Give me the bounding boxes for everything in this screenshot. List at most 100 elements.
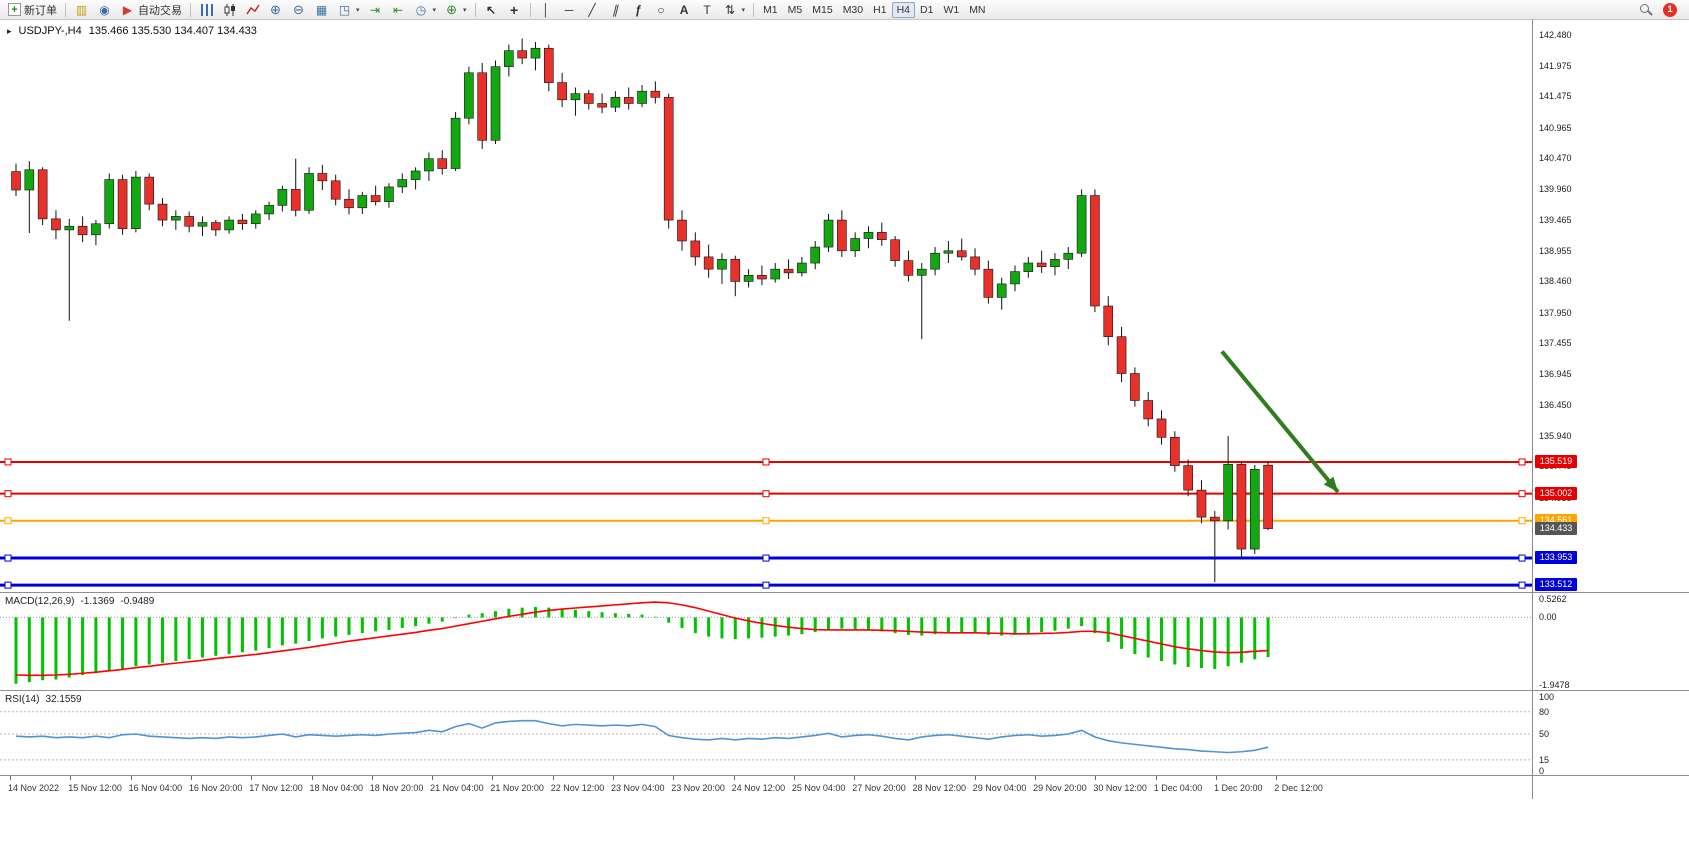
price-tag[interactable]: 133.512 [1535, 578, 1577, 592]
timeframe-m15-button[interactable]: M15 [812, 3, 833, 16]
chart-shift-button[interactable]: ⇤ [387, 1, 410, 19]
candle-body [783, 268, 794, 274]
timeframe-m30-button[interactable]: M30 [842, 3, 864, 16]
timeframe-w1-button[interactable]: W1 [943, 3, 960, 16]
rsi-panel: RSI(14) 32.1559 100 80 50 15 0 [0, 690, 1689, 776]
clock-icon: ◷ [415, 2, 427, 17]
auto-scroll-icon: ⇥ [369, 2, 381, 17]
price-axis-label: 140.965 [1539, 122, 1572, 133]
candlestick-plot[interactable] [0, 20, 1532, 592]
time-axis[interactable]: 14 Nov 2022 15 Nov 12:00 16 Nov 04:00 16 No… [0, 775, 1689, 799]
notification-badge[interactable]: 1 [1663, 2, 1677, 17]
cascade-windows-icon: ◳ [338, 2, 351, 17]
toolbar-separator [190, 2, 191, 17]
timeframe-d1-button[interactable]: D1 [920, 3, 934, 16]
clock-button[interactable]: ◷ ▾ [410, 1, 441, 19]
auto-trading-icon: ▶ [122, 2, 133, 17]
time-axis-label: 16 Nov 04:00 [128, 783, 183, 793]
line-handle [1518, 554, 1526, 562]
new-order-button[interactable]: + 新订单 [4, 1, 61, 19]
auto-trading-button[interactable]: ▶ 自动交易 [116, 1, 186, 19]
candle-body [144, 176, 154, 205]
rsi-plot[interactable] [0, 691, 1532, 775]
candle-body [11, 171, 21, 191]
bar-chart-button[interactable] [195, 1, 218, 19]
arrows-icon: ⇅ [725, 2, 736, 17]
candle-body [77, 225, 88, 236]
cascade-windows-button[interactable]: ◳ ▾ [333, 1, 364, 19]
fibonacci-button[interactable]: ƒ [627, 1, 650, 19]
timeframe-m1-button[interactable]: M1 [763, 3, 778, 16]
line-chart-button[interactable] [241, 1, 264, 19]
time-axis-label: 27 Nov 20:00 [852, 783, 906, 793]
cursor-button[interactable]: ↖ [480, 1, 503, 19]
candle-body [703, 256, 714, 270]
zoom-out-button[interactable]: ⊖ [287, 1, 310, 19]
time-axis-tick [733, 776, 735, 780]
bid-price-tag[interactable]: 134.433 [1535, 521, 1577, 535]
price-tag[interactable]: 135.519 [1535, 454, 1577, 468]
candle-body [450, 117, 461, 169]
price-axis[interactable]: 142.480 141.975 141.475 140.965 140.470 139.9… [1532, 20, 1689, 592]
price-tag[interactable]: 133.953 [1535, 551, 1577, 565]
label-button[interactable]: T [696, 1, 719, 19]
time-axis-tick [854, 776, 856, 780]
candle-body [837, 219, 847, 252]
time-axis-tick [613, 776, 614, 780]
trendline-icon: ╱ [588, 2, 596, 17]
candle-body [983, 268, 994, 298]
macd-signal-line [15, 601, 1269, 677]
tile-windows-button[interactable]: ▦ [310, 1, 333, 19]
candle-body [930, 252, 940, 270]
navigator-button[interactable]: ◉ [93, 1, 116, 19]
candlestick-chart-button[interactable] [218, 1, 241, 19]
candle-body [1063, 252, 1074, 260]
market-watch-button[interactable]: ▥ [70, 1, 93, 19]
rsi-axis[interactable]: 100 80 50 15 0 [1532, 691, 1689, 776]
vertical-line-button[interactable]: │ [535, 1, 558, 19]
candle-body [996, 283, 1007, 298]
timeframe-h4-button[interactable]: H4 [891, 1, 915, 18]
candle-body [677, 219, 687, 242]
time-axis-tick [673, 776, 675, 780]
candle-body [250, 213, 261, 225]
candle-body [330, 180, 341, 200]
candle-body [1050, 259, 1060, 268]
timeframe-m5-button[interactable]: M5 [787, 3, 803, 16]
candle-body [197, 222, 208, 227]
zoom-in-button[interactable]: ⊕ [264, 1, 287, 19]
text-icon: A [679, 2, 689, 17]
time-axis-tick [1276, 776, 1278, 780]
candle-body [743, 275, 754, 282]
trendline-button[interactable]: ╱ [581, 1, 604, 19]
search-button[interactable] [1634, 1, 1657, 19]
time-axis-label: 25 Nov 04:00 [791, 783, 846, 793]
rsi-header: RSI(14) 32.1559 [5, 694, 82, 705]
horizontal-line-button[interactable]: ─ [558, 1, 581, 19]
macd-plot[interactable] [0, 593, 1532, 690]
arrows-button[interactable]: ⇅ ▾ [719, 1, 750, 19]
crosshair-icon: + [509, 1, 519, 18]
candles [11, 38, 1273, 583]
price-tag[interactable]: 135.002 [1535, 486, 1577, 500]
shapes-button[interactable]: ○ [650, 1, 673, 19]
timeframe-h1-button[interactable]: H1 [873, 3, 887, 16]
macd-axis[interactable]: 0.5262 0.00 -1.9478 [1532, 593, 1689, 690]
auto-scroll-button[interactable]: ⇥ [364, 1, 387, 19]
indicators-button[interactable]: ⊕ ▾ [440, 1, 471, 19]
time-axis-tick [311, 776, 313, 780]
timeframe-mn-button[interactable]: MN [969, 3, 986, 16]
rsi-axis-label: 80 [1539, 706, 1550, 717]
candle-body [517, 50, 527, 59]
crosshair-button[interactable]: + [503, 1, 526, 19]
price-axis-label: 141.975 [1539, 60, 1572, 71]
channel-button[interactable]: ∥ [604, 1, 627, 19]
candle-body [890, 239, 900, 261]
one-click-trading-toggle[interactable]: ▸ [7, 25, 12, 36]
macd-histogram [14, 606, 1270, 684]
time-axis-label: 1 Dec 20:00 [1214, 783, 1263, 793]
shapes-icon: ○ [657, 2, 665, 17]
candle-body [757, 275, 767, 280]
time-axis-tick [70, 776, 72, 780]
text-button[interactable]: A [673, 1, 696, 19]
